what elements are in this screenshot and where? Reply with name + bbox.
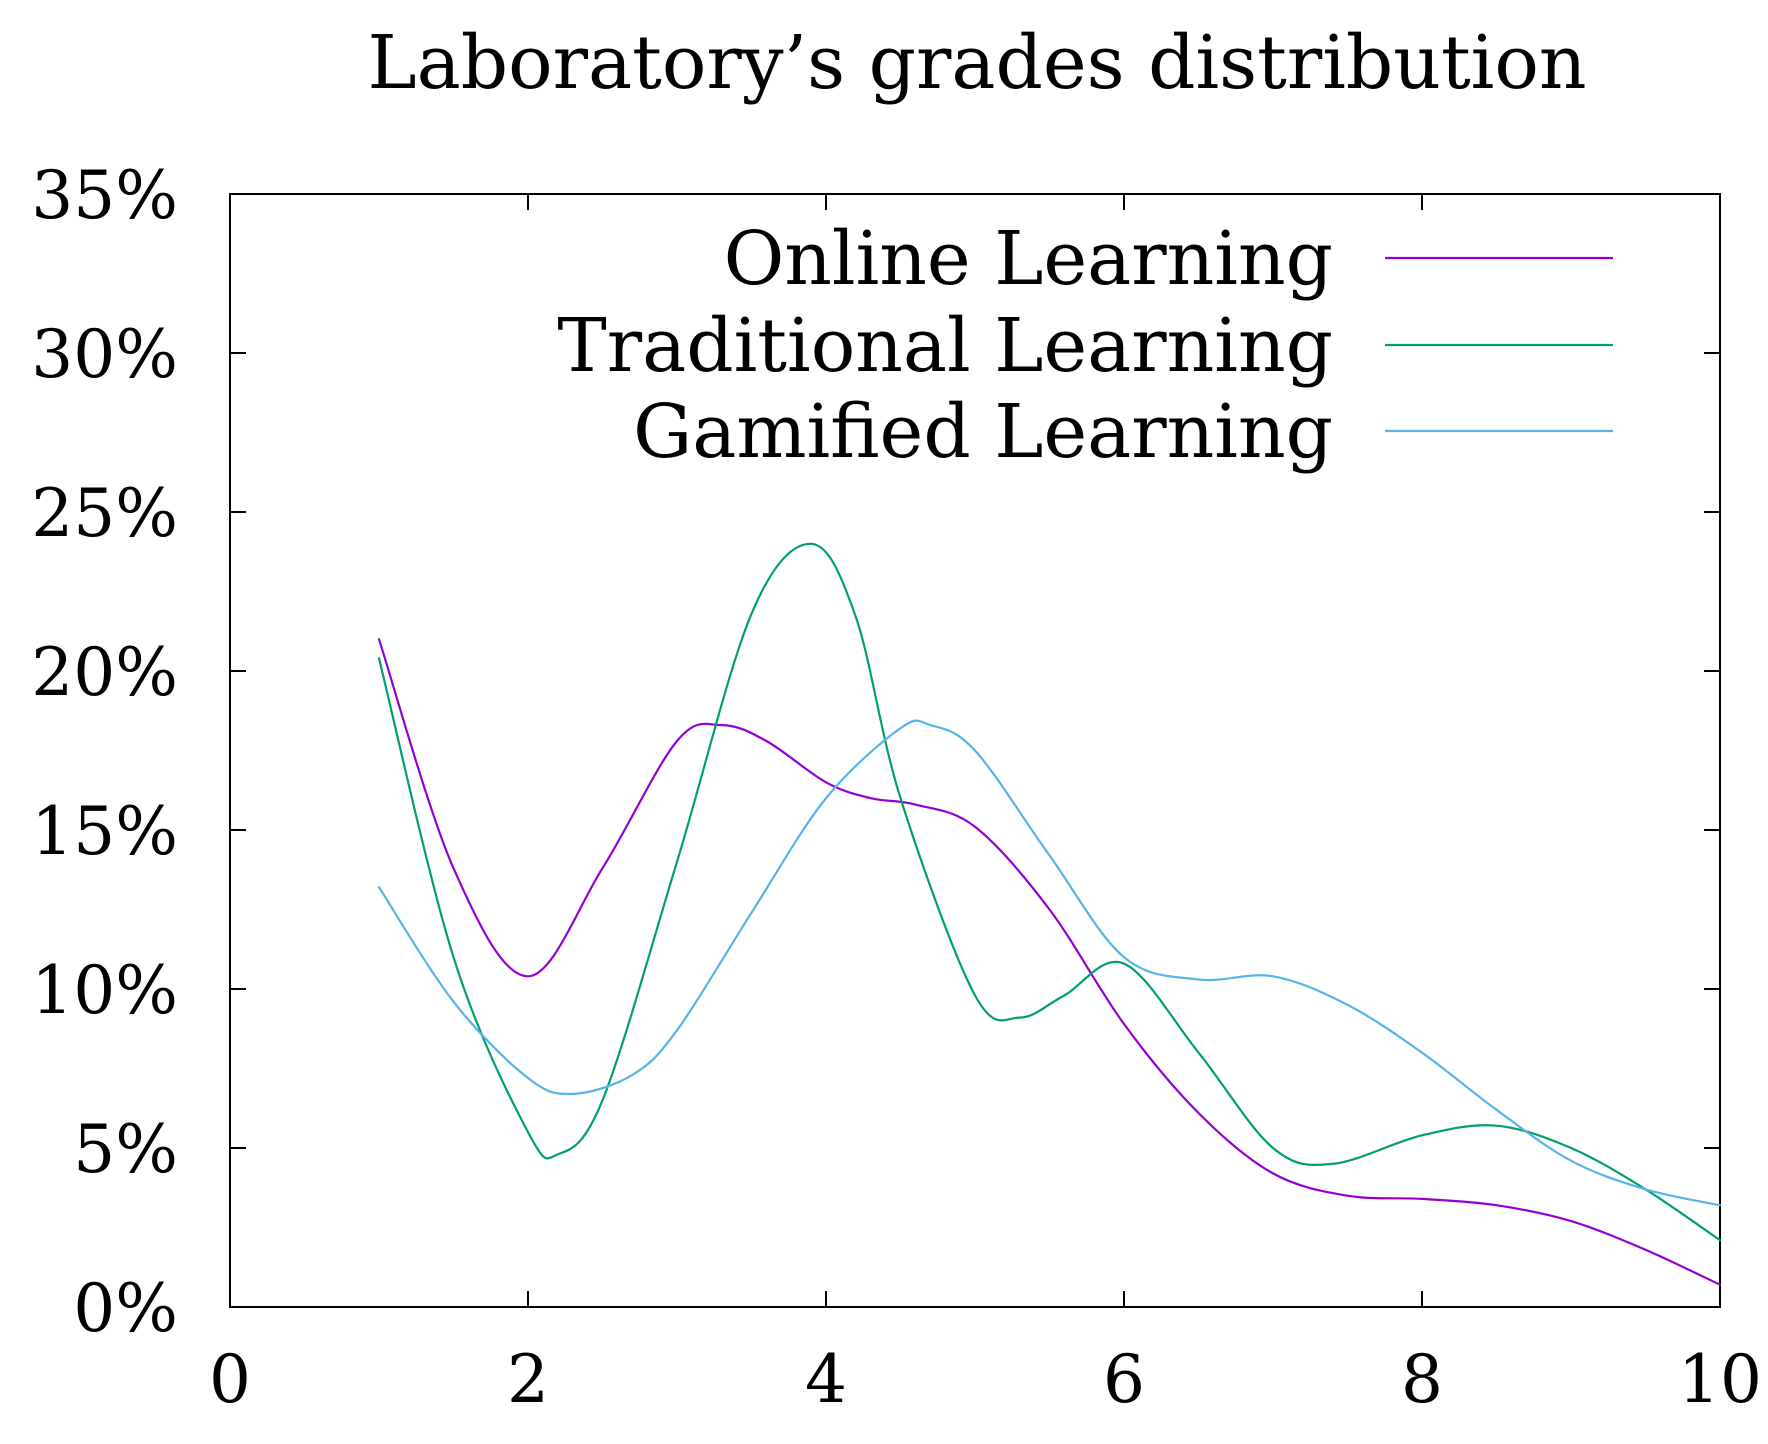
x-tick-label: 4 [805, 1341, 847, 1418]
legend-label: Traditional Learning [557, 303, 1333, 389]
plot-area [229, 193, 1721, 1308]
y-tick-label: 5% [73, 1111, 178, 1188]
y-tick-label: 15% [31, 793, 178, 870]
chart-title: Laboratory’s grades distribution [367, 20, 1586, 106]
legend-label: Gamified Learning [633, 389, 1333, 475]
series-lines [377, 542, 1722, 1286]
series-line-2 [377, 719, 1722, 1207]
y-tick-label: 0% [73, 1270, 178, 1347]
y-tick-label: 10% [31, 952, 178, 1029]
y-tick-label: 25% [31, 475, 178, 552]
x-tick-label: 2 [507, 1341, 549, 1418]
y-tick-label: 30% [31, 316, 178, 393]
legend-label: Online Learning [724, 216, 1333, 302]
y-tick-label: 20% [31, 634, 178, 711]
y-tick-label: 35% [31, 157, 178, 234]
plot-frame [229, 193, 1721, 1308]
x-tick-label: 0 [209, 1341, 251, 1418]
series-line-1 [377, 542, 1722, 1242]
x-tick-label: 8 [1401, 1341, 1443, 1418]
axis-ticks: 0 2 4 6 8 10 0% 5% 10% 15% 20% 25% 30% 35% [31, 157, 1762, 1418]
x-tick-label: 10 [1678, 1341, 1762, 1418]
x-tick-label: 6 [1103, 1341, 1145, 1418]
series-line-0 [377, 638, 1722, 1286]
